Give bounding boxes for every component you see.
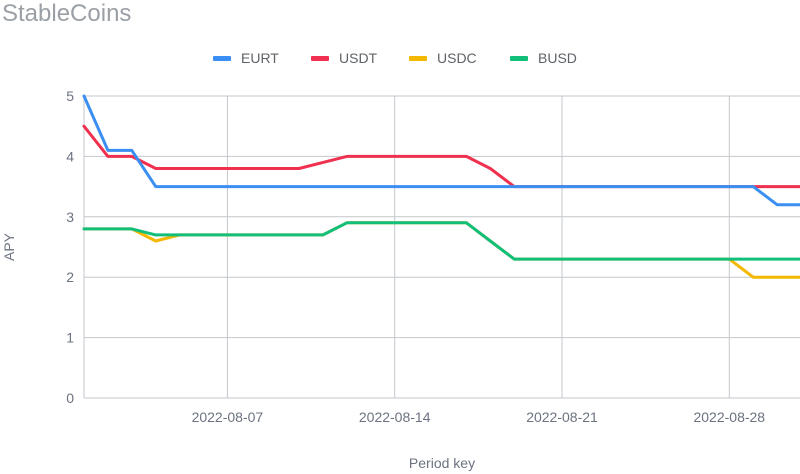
legend-item-eurt[interactable]: EURT <box>213 50 279 66</box>
series-lines <box>82 94 800 279</box>
x-tick-label: 2022-08-21 <box>526 409 598 425</box>
x-tick-label: 2022-08-14 <box>359 409 431 425</box>
y-axis-title: APY <box>1 232 17 261</box>
legend-item-usdt[interactable]: USDT <box>311 50 378 66</box>
x-axis-title: Period key <box>409 455 475 471</box>
legend-swatch <box>213 56 231 61</box>
legend-swatch <box>311 56 329 61</box>
legend-item-usdc[interactable]: USDC <box>409 50 477 66</box>
legend-swatch <box>510 56 528 61</box>
y-tick-label: 2 <box>66 269 74 285</box>
x-axis-ticks: 2022-08-07 2022-08-14 2022-08-21 2022-08-28 <box>192 409 766 425</box>
series-line-eurt <box>82 94 800 207</box>
y-axis-ticks: 0 1 2 3 4 5 <box>66 88 74 406</box>
legend-label: EURT <box>241 50 279 66</box>
legend-label: USDC <box>437 50 477 66</box>
x-tick-label: 2022-08-28 <box>693 409 765 425</box>
chart-title: StableCoins <box>2 0 132 27</box>
grid-lines <box>83 95 800 399</box>
x-tick-label: 2022-08-07 <box>192 409 264 425</box>
y-tick-label: 3 <box>66 209 74 225</box>
series-line-usdc <box>82 221 800 279</box>
legend-label: BUSD <box>538 50 577 66</box>
y-tick-label: 0 <box>66 390 74 406</box>
y-tick-label: 5 <box>66 88 74 104</box>
legend-swatch <box>409 56 427 61</box>
legend-item-busd[interactable]: BUSD <box>510 50 577 66</box>
legend-label: USDT <box>339 50 378 66</box>
y-tick-label: 1 <box>66 330 74 346</box>
y-tick-label: 4 <box>66 148 74 164</box>
legend[interactable]: EURT USDT USDC BUSD <box>213 50 577 66</box>
series-line-busd <box>82 221 800 261</box>
